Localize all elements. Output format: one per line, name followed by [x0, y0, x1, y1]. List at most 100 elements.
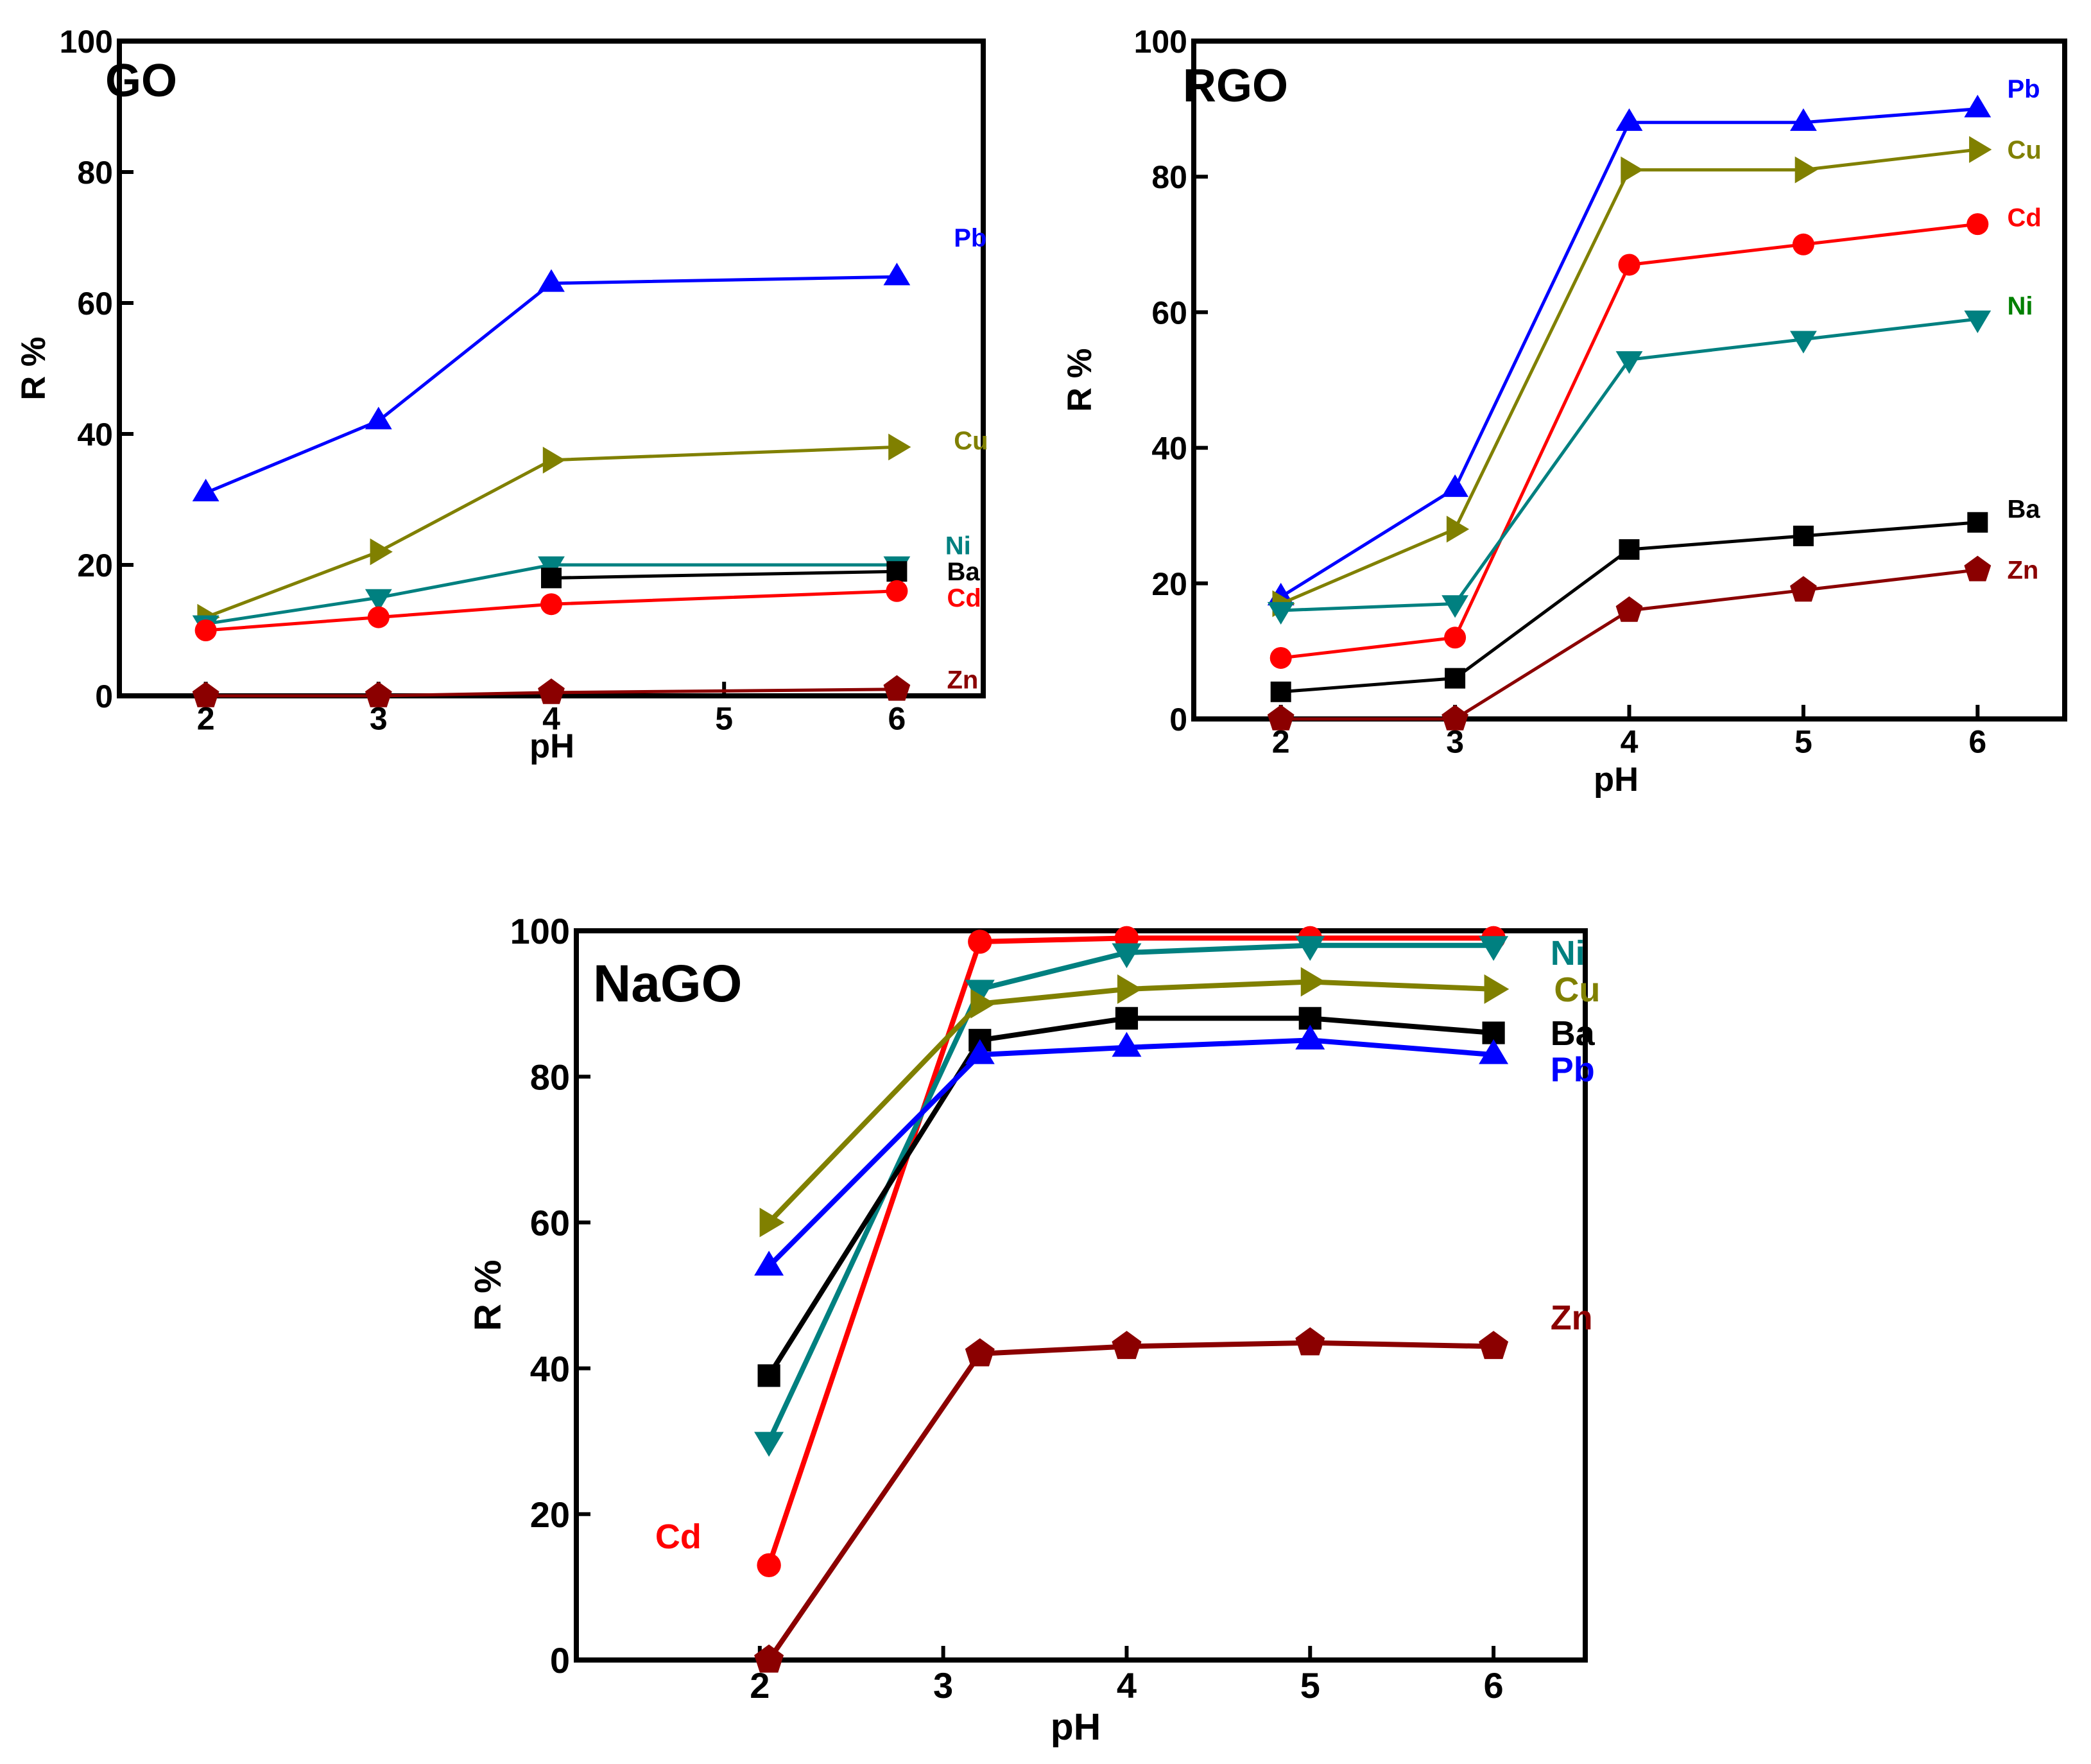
x-tick-label: 4	[542, 701, 560, 737]
data-point-ba	[1270, 681, 1291, 702]
data-point-pb	[1295, 1025, 1325, 1050]
plot-frame	[574, 928, 1588, 1663]
data-point-pb	[192, 478, 219, 501]
series-label-ba: Ba	[1551, 1014, 1596, 1053]
series-pb	[754, 1025, 1509, 1276]
data-point-cd	[886, 580, 908, 602]
data-point-pb	[365, 406, 392, 429]
data-point-cu	[542, 446, 565, 474]
series-label-pb: Pb	[2007, 75, 2040, 103]
data-point-cd	[968, 930, 992, 954]
data-point-ba	[757, 1364, 780, 1387]
y-axis-label: R %	[467, 1259, 509, 1331]
data-point-ni	[965, 980, 995, 1005]
series-line-zn	[766, 1340, 1494, 1662]
y-tick-label: 40	[530, 1349, 570, 1389]
series-label-cu: Cu	[954, 427, 988, 455]
y-tick-label: 80	[530, 1057, 570, 1097]
data-point-zn	[365, 682, 392, 707]
data-point-ba	[1115, 1007, 1139, 1030]
y-tick-label: 40	[1151, 431, 1187, 467]
data-point-cu	[1794, 156, 1818, 184]
data-point-cu	[1484, 974, 1510, 1004]
data-point-cu	[759, 1207, 785, 1238]
series-line-zn	[205, 687, 897, 698]
x-tick-label: 6	[1968, 724, 1986, 760]
y-axis-label: R %	[15, 336, 53, 400]
series-ba	[757, 1007, 1505, 1387]
y-tick-label: 100	[510, 911, 570, 951]
y-tick-label: 0	[95, 679, 113, 714]
series-label-zn: Zn	[2007, 557, 2038, 585]
series-label-ni: Ni	[1551, 934, 1585, 973]
y-tick-label: 80	[1151, 159, 1187, 195]
data-point-cd	[194, 619, 217, 641]
data-point-ni	[365, 589, 392, 612]
series-ni	[754, 936, 1509, 1457]
series-label-cu: Cu	[2007, 136, 2041, 164]
data-point-ni	[1964, 310, 1992, 333]
data-point-pb	[1441, 474, 1468, 497]
series-zn	[1267, 555, 1992, 731]
data-point-cd	[1618, 254, 1640, 276]
y-tick-label: 80	[77, 155, 113, 191]
series-ni	[1267, 310, 1992, 625]
data-point-zn	[754, 1644, 784, 1673]
series-line-cd	[766, 935, 1494, 1566]
series-line-ba	[766, 1016, 1494, 1378]
y-tick-label: 60	[530, 1203, 570, 1243]
data-point-cd	[540, 593, 562, 616]
data-point-zn	[883, 675, 911, 701]
data-point-ba	[1445, 668, 1466, 689]
data-point-ni	[1267, 601, 1295, 625]
series-label-ni: Ni	[2007, 292, 2033, 320]
data-point-cd	[1792, 233, 1814, 255]
data-point-ba	[1967, 512, 1988, 533]
data-point-cu	[1117, 974, 1142, 1004]
data-point-ba	[1793, 525, 1814, 546]
series-line-pb	[767, 1037, 1494, 1268]
data-point-ni	[1479, 936, 1509, 961]
series-label-cd: Cd	[2007, 204, 2041, 232]
series-line-cu	[205, 445, 897, 619]
data-point-zn	[1295, 1327, 1325, 1356]
data-point-cd	[1444, 627, 1467, 649]
data-point-cu	[1969, 136, 1992, 163]
y-tick-label: 20	[530, 1494, 570, 1535]
data-point-ba	[1619, 539, 1640, 560]
series-ba	[1270, 512, 1988, 702]
data-point-cd	[367, 606, 390, 628]
series-zn	[192, 675, 911, 707]
data-point-zn	[1441, 705, 1468, 731]
data-point-zn	[192, 682, 219, 707]
data-point-zn	[1267, 705, 1295, 731]
data-point-ni	[1615, 351, 1643, 374]
x-axis-label: pH	[529, 727, 574, 765]
series-line-ba	[551, 569, 897, 580]
data-point-cu	[970, 989, 995, 1019]
y-tick-label: 100	[1134, 24, 1187, 60]
x-tick-label: 5	[1794, 724, 1812, 760]
data-point-ba	[886, 561, 908, 582]
data-point-pb	[1615, 108, 1643, 131]
data-point-pb	[538, 269, 565, 292]
series-label-zn: Zn	[947, 666, 978, 695]
data-point-zn	[965, 1338, 995, 1367]
series-cu	[759, 967, 1510, 1238]
data-point-cd	[1269, 646, 1292, 669]
x-tick-label: 3	[933, 1665, 953, 1706]
series-label-ba: Ba	[2007, 496, 2040, 524]
series-zn	[754, 1327, 1509, 1673]
data-point-zn	[538, 678, 565, 704]
series-cd	[1269, 213, 1989, 669]
data-point-cu	[370, 538, 393, 566]
series-line-cd	[1280, 222, 1978, 660]
y-tick-label: 0	[550, 1640, 570, 1681]
data-point-ni	[754, 1431, 784, 1457]
data-point-pb	[1964, 94, 1992, 117]
series-line-ni	[205, 563, 897, 626]
series-line-cd	[205, 589, 897, 632]
x-tick-label: 4	[1117, 1665, 1137, 1706]
